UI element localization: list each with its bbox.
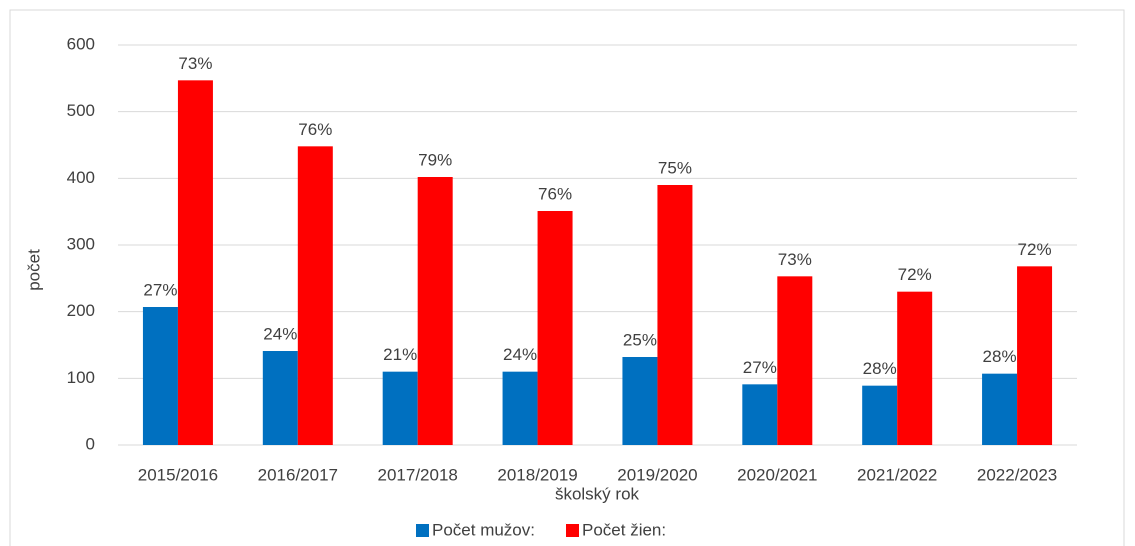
bar	[742, 384, 778, 445]
y-axis-title: počet	[24, 249, 43, 291]
data-label: 76%	[538, 184, 572, 203]
legend-label: Počet mužov:	[432, 520, 535, 539]
y-tick-label: 400	[67, 168, 95, 187]
x-tick-label: 2022/2023	[977, 465, 1057, 484]
x-tick-label: 2015/2016	[138, 465, 218, 484]
bar	[262, 351, 298, 445]
data-label: 28%	[863, 359, 897, 378]
data-label: 73%	[178, 54, 212, 73]
data-label: 76%	[298, 120, 332, 139]
data-label: 24%	[503, 345, 537, 364]
data-label: 75%	[658, 158, 692, 177]
bar	[177, 80, 213, 445]
bar	[1017, 266, 1053, 445]
data-label: 27%	[743, 358, 777, 377]
bar	[417, 177, 453, 445]
y-tick-label: 0	[86, 434, 95, 453]
data-label: 25%	[623, 330, 657, 349]
legend-swatch	[416, 524, 429, 537]
data-label: 24%	[263, 324, 297, 343]
x-tick-label: 2019/2020	[617, 465, 697, 484]
bar	[297, 146, 333, 446]
bar	[982, 373, 1018, 445]
data-label: 73%	[778, 250, 812, 269]
y-tick-label: 600	[67, 34, 95, 53]
x-tick-label: 2018/2019	[497, 465, 577, 484]
x-tick-label: 2016/2017	[258, 465, 338, 484]
y-tick-label: 500	[67, 101, 95, 120]
bar	[657, 185, 693, 445]
bar	[622, 357, 658, 445]
bar	[777, 276, 813, 445]
x-tick-label: 2021/2022	[857, 465, 937, 484]
data-label: 21%	[383, 345, 417, 364]
chart-frame	[9, 9, 1125, 546]
bar	[142, 307, 178, 445]
data-label: 27%	[143, 280, 177, 299]
data-label: 72%	[898, 265, 932, 284]
data-label: 28%	[983, 347, 1017, 366]
x-tick-label: 2017/2018	[378, 465, 458, 484]
bar	[862, 385, 898, 445]
bar	[897, 291, 933, 445]
x-tick-label: 2020/2021	[737, 465, 817, 484]
bar	[382, 371, 418, 445]
y-tick-label: 100	[67, 368, 95, 387]
bar	[502, 371, 538, 445]
data-label: 72%	[1018, 240, 1052, 259]
legend-swatch	[566, 524, 579, 537]
bar	[537, 211, 573, 445]
legend-label: Počet žien:	[582, 520, 666, 539]
y-tick-label: 200	[67, 301, 95, 320]
y-tick-label: 300	[67, 234, 95, 253]
data-label: 79%	[418, 150, 452, 169]
x-axis-title: školský rok	[555, 484, 640, 503]
